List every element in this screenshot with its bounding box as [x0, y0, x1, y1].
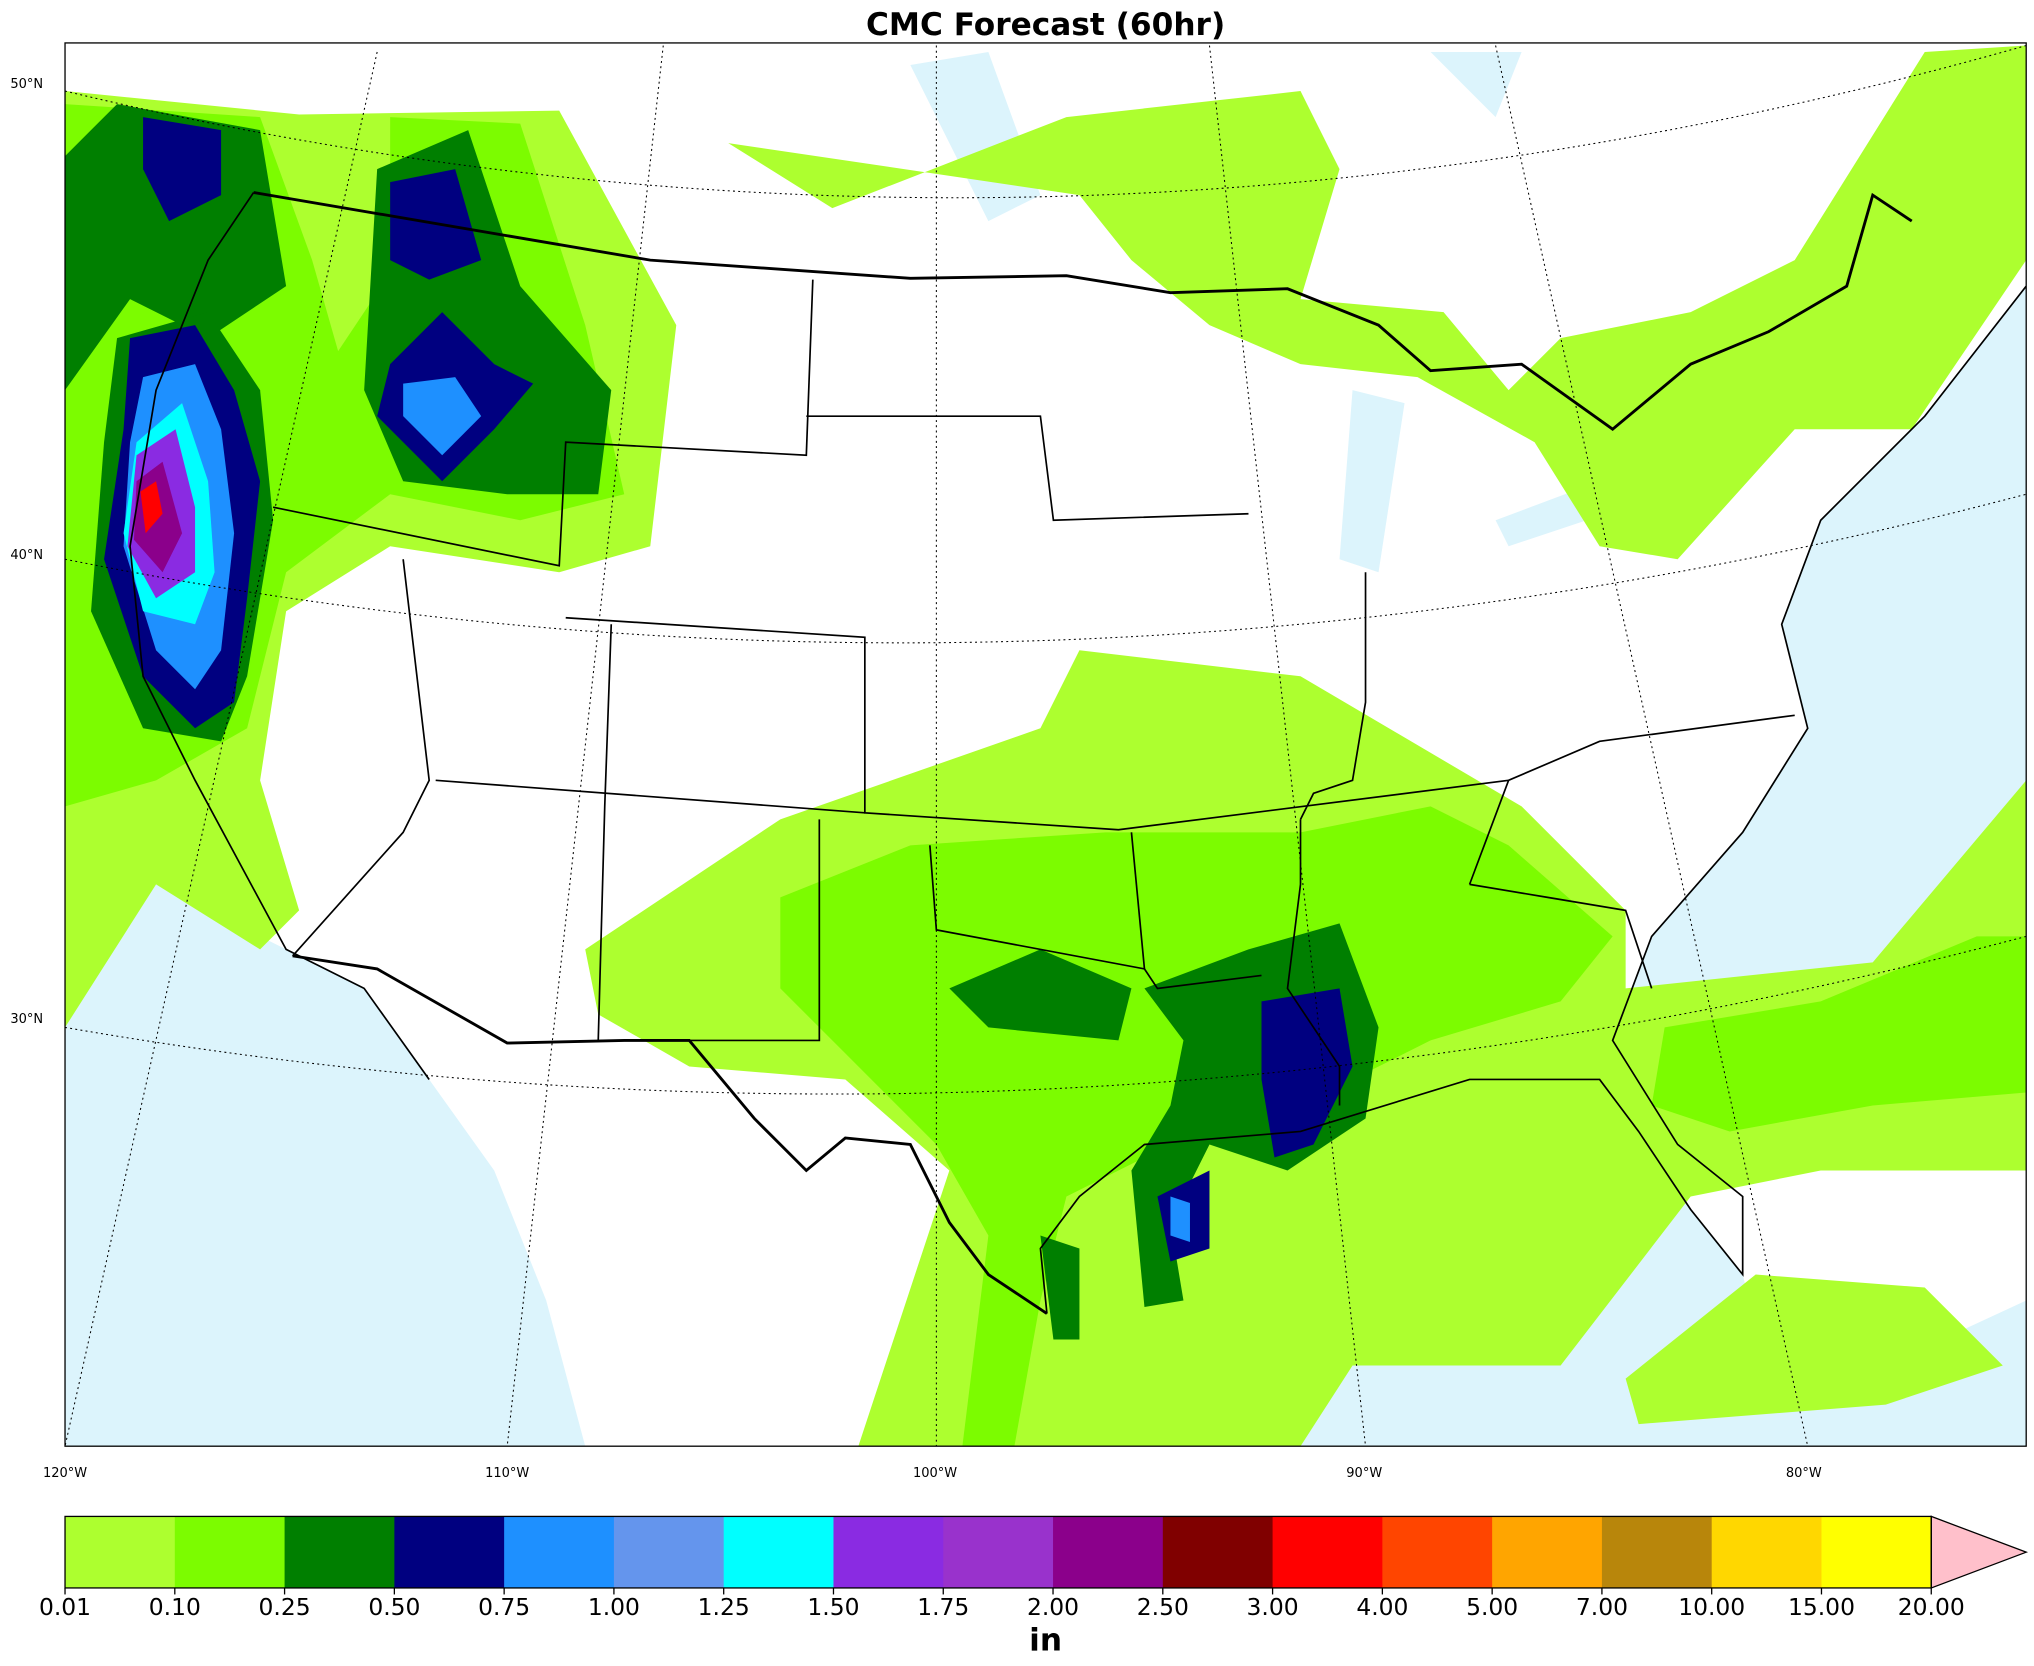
- lon-label: 100°W: [913, 1466, 957, 1481]
- precip-area: [728, 45, 2027, 560]
- colorbar-segment: [1821, 1516, 1932, 1588]
- colorbar-label: in: [1029, 1622, 1062, 1658]
- colorbar-segment: [174, 1516, 286, 1588]
- colorbar-segment: [833, 1516, 944, 1588]
- borders: [129, 191, 2027, 1315]
- precip-area: [1261, 988, 1353, 1158]
- colorbar-segment: [1382, 1516, 1493, 1588]
- precip-area: [143, 117, 222, 222]
- precip-area: [140, 481, 163, 534]
- colorbar-tick-label: 5.00: [1466, 1593, 1518, 1621]
- precip-area: [949, 949, 1132, 1041]
- precip-area: [403, 377, 482, 456]
- precipitation: [65, 45, 2027, 1447]
- map: [65, 42, 2027, 1447]
- lat-label: 50°N: [10, 77, 43, 92]
- lon-label: 80°W: [1786, 1466, 1822, 1481]
- colorbar-tick-label: 0.25: [259, 1593, 311, 1621]
- lon-label: 90°W: [1346, 1466, 1382, 1481]
- lon-label: 110°W: [485, 1466, 529, 1481]
- map-frame: [64, 42, 2027, 1447]
- precip-area: [1040, 1235, 1080, 1340]
- colorbar-tick-label: 7.00: [1576, 1593, 1628, 1621]
- colorbar-segment: [943, 1516, 1054, 1588]
- colorbar-segment: [613, 1516, 725, 1588]
- colorbar-segment: [504, 1516, 615, 1588]
- colorbar-segment: [723, 1516, 835, 1588]
- colorbar-tick-label: 20.00: [1898, 1593, 1965, 1621]
- colorbar: 0.01 0.10 0.25 0.50 0.75 1.00 1.25 1.50 1.75 2.00…: [39, 1515, 2029, 1621]
- precip-area: [1170, 1196, 1190, 1243]
- colorbar-segment: [284, 1516, 396, 1588]
- colorbar-segment: [394, 1516, 505, 1588]
- colorbar-segment: [1162, 1516, 1274, 1588]
- colorbar-segment: [1601, 1516, 1713, 1588]
- colorbar-extension: [1930, 1515, 2029, 1589]
- colorbar-segment: [1711, 1516, 1823, 1588]
- colorbar-tick-label: 1.25: [698, 1593, 750, 1621]
- map-title: CMC Forecast (60hr): [866, 7, 1225, 43]
- colorbar-tick-label: 0.50: [368, 1593, 420, 1621]
- colorbar-tick-label: 2.50: [1137, 1593, 1189, 1621]
- colorbar-tick-label: 1.75: [917, 1593, 969, 1621]
- colorbar-tick-label: 0.10: [149, 1593, 201, 1621]
- colorbar-tick-label: 2.00: [1027, 1593, 1079, 1621]
- lon-label: 120°W: [43, 1466, 87, 1481]
- precip-area: [1625, 1274, 2003, 1425]
- lat-label: 40°N: [10, 548, 43, 563]
- colorbar-tick-label: 10.00: [1678, 1593, 1745, 1621]
- graticule: [65, 45, 2027, 1447]
- colorbar-segment: [65, 1516, 176, 1588]
- colorbar-tick-label: 1.50: [807, 1593, 859, 1621]
- colorbar-segment: [1272, 1516, 1384, 1588]
- colorbar-tick-label: 0.75: [478, 1593, 530, 1621]
- colorbar-tick-label: 1.00: [588, 1593, 640, 1621]
- colorbar-tick-label: 15.00: [1788, 1593, 1855, 1621]
- colorbar-segment: [1053, 1516, 1164, 1588]
- colorbar-tick-label: 4.00: [1356, 1593, 1408, 1621]
- precip-area: [1651, 936, 2027, 1132]
- colorbar-frame: [64, 1515, 1932, 1589]
- colorbar-segment: [1492, 1516, 1603, 1588]
- colorbar-tick-label: 0.01: [39, 1593, 91, 1621]
- lat-label: 30°N: [10, 1012, 43, 1027]
- colorbar-tick-label: 3.00: [1247, 1593, 1299, 1621]
- precip-area: [65, 104, 287, 391]
